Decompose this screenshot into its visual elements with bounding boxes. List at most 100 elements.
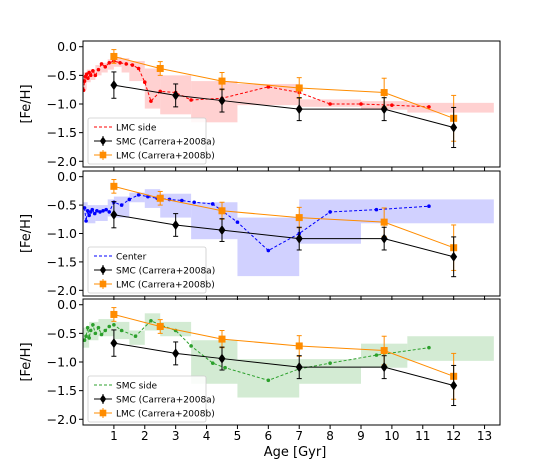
x-tick-label: 7 (295, 429, 303, 443)
series-point (107, 60, 112, 65)
legend-label: LMC (Carrera+2008b) (116, 281, 215, 291)
series-point (359, 102, 363, 106)
series-point (107, 324, 112, 329)
series-point (84, 219, 88, 223)
y-tick-label: −1.0 (47, 97, 77, 112)
x-tick-label: 13 (477, 429, 492, 443)
y-tick-label: 0.0 (57, 297, 77, 312)
smc-point (450, 380, 458, 391)
shaded-band (86, 69, 91, 83)
plot-content (83, 307, 494, 407)
series-point (95, 208, 99, 213)
series-point (83, 338, 87, 343)
panel-bottom: 0.0−0.5−1.0−1.5−2.01 2 3 4 5 6 7 8 9 10 11 12 13[Fe/… (19, 297, 501, 443)
series-point (96, 67, 101, 72)
shaded-band (129, 192, 145, 203)
legend-label: Center (116, 253, 147, 263)
legend: SMC side SMC (Carrera+2008a) LMC (Carrera+… (87, 375, 215, 423)
legend-label: LMC (Carrera+2008b) (116, 152, 215, 162)
legend-marker (99, 394, 107, 404)
shaded-band (90, 69, 96, 80)
lmc-point (380, 218, 388, 226)
smc-point (295, 104, 303, 115)
series-point (104, 207, 108, 212)
legend-marker (99, 409, 107, 417)
series-point (83, 206, 87, 210)
smc-point (380, 362, 388, 373)
shaded-band (89, 321, 99, 341)
series-point (92, 211, 97, 216)
panels: 0.0 −0.5 −1.0 −1.5 −2.0 [Fe/H] LMC side SMC (Ca… (19, 39, 501, 443)
series-point (101, 208, 105, 213)
x-tick-label: 10 (384, 429, 399, 443)
smc-point (172, 219, 180, 230)
series-point (427, 105, 431, 109)
series-point (374, 353, 379, 357)
lmc-point (380, 89, 388, 97)
series-point (390, 103, 394, 107)
series-point (112, 322, 116, 327)
series-point (88, 328, 93, 333)
shaded-band (299, 199, 361, 244)
series-point (328, 102, 332, 106)
x-axis-label: Age [Gyr] (264, 445, 327, 460)
series-point (189, 344, 193, 348)
x-tick-label: 2 (141, 429, 149, 443)
smc-point (110, 209, 118, 220)
y-axis-label: [Fe/H] (19, 342, 34, 381)
y-axis-label: [Fe/H] (19, 84, 34, 123)
y-tick-label: −2.0 (47, 283, 77, 298)
series-point (83, 88, 86, 93)
y-axis-label: [Fe/H] (19, 214, 34, 253)
series-point (328, 210, 332, 214)
x-tick-label: 9 (357, 429, 365, 443)
y-tick-label: −0.5 (47, 198, 77, 213)
smc-point (295, 233, 303, 244)
series-point (88, 73, 93, 78)
series-point (83, 79, 87, 83)
lmc-point (218, 207, 226, 215)
series-point (266, 85, 271, 89)
plot-content (83, 179, 494, 278)
series-point (90, 207, 95, 212)
legend: LMC side SMC (Carrera+2008a) LMC (Carrera+… (87, 117, 215, 165)
series-point (86, 76, 90, 81)
y-tick-label: −2.0 (47, 412, 77, 427)
series-point (142, 80, 147, 85)
legend-label: SMC side (116, 382, 158, 392)
series-point (133, 334, 138, 339)
smc-point (380, 104, 388, 115)
y-tick-label: −0.5 (47, 326, 77, 341)
panel-top: 0.0 −0.5 −1.0 −1.5 −2.0 [Fe/H] LMC side SMC (Ca… (19, 39, 501, 171)
shaded-band (144, 68, 161, 109)
smc-line (113, 214, 454, 258)
x-tick-label: 11 (415, 429, 430, 443)
shaded-band (87, 205, 96, 224)
shaded-band (95, 205, 108, 221)
series-point (189, 98, 193, 102)
legend-box (87, 246, 207, 294)
plot-content (83, 49, 494, 149)
series-point (149, 318, 153, 323)
lmc-point (156, 322, 164, 330)
lmc-point (295, 342, 303, 350)
series-point (266, 248, 271, 253)
series-point (87, 213, 91, 218)
shaded-band (407, 102, 494, 113)
lmc-point (218, 335, 226, 343)
series-point (130, 63, 135, 67)
y-tick-label: 0.0 (57, 169, 77, 184)
shaded-band (129, 330, 145, 345)
series-point (266, 378, 271, 383)
x-tick-label: 12 (446, 429, 461, 443)
shaded-band (191, 202, 238, 240)
series-point (91, 322, 95, 327)
smc-line (113, 84, 454, 128)
panel-middle: 0.0 −0.5 −1.0 −1.5 −2.0 [Fe/H] Center SMC (Carr… (19, 169, 501, 300)
legend-label: LMC side (116, 124, 157, 134)
lmc-line (113, 313, 454, 377)
legend-marker (99, 265, 107, 275)
smc-line (113, 342, 454, 386)
series-point (210, 202, 215, 206)
